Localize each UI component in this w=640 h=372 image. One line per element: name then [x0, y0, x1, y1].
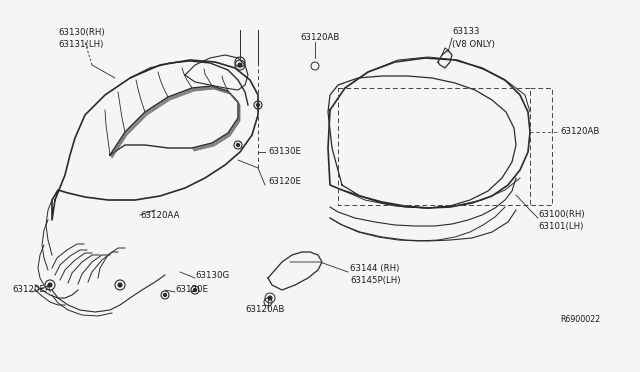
Ellipse shape [193, 288, 196, 292]
Ellipse shape [48, 283, 52, 287]
Text: 63145P(LH): 63145P(LH) [350, 276, 401, 285]
Text: 63131(LH): 63131(LH) [58, 39, 104, 48]
Ellipse shape [257, 103, 260, 107]
Text: R6900022: R6900022 [560, 315, 600, 324]
Text: 63133: 63133 [452, 28, 479, 36]
Text: 63130E: 63130E [268, 148, 301, 157]
Ellipse shape [268, 296, 272, 300]
Text: 63101(LH): 63101(LH) [538, 222, 584, 231]
Text: 63120E: 63120E [268, 177, 301, 186]
Ellipse shape [118, 283, 122, 287]
Ellipse shape [236, 143, 239, 147]
Ellipse shape [163, 294, 166, 296]
Text: 63120AB: 63120AB [245, 305, 284, 314]
Text: 63144 (RH): 63144 (RH) [350, 263, 399, 273]
Text: 63120AA: 63120AA [140, 211, 179, 219]
Text: 63120AB: 63120AB [560, 128, 600, 137]
Text: 63120AB: 63120AB [300, 33, 339, 42]
Text: 63120E: 63120E [175, 285, 208, 295]
Text: 63130G: 63130G [195, 270, 229, 279]
Text: (V8 ONLY): (V8 ONLY) [452, 39, 495, 48]
Ellipse shape [238, 63, 242, 67]
Text: 63130(RH): 63130(RH) [58, 28, 104, 36]
Text: 63120EA: 63120EA [12, 285, 51, 295]
Text: 63100(RH): 63100(RH) [538, 211, 584, 219]
